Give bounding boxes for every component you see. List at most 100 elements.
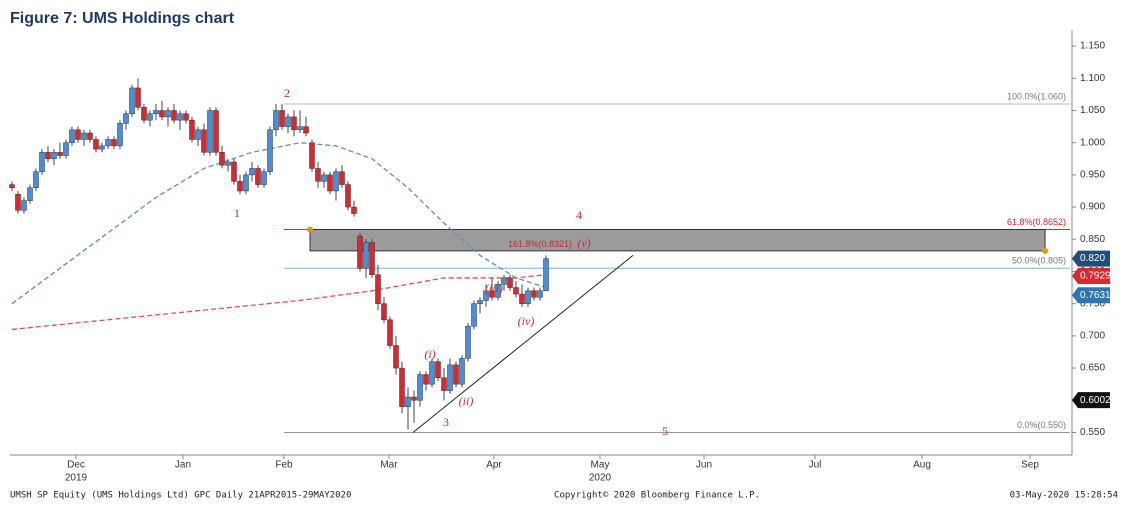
chart-title: Figure 7: UMS Holdings chart	[10, 10, 235, 27]
candle-body	[429, 361, 435, 385]
candle-body	[291, 116, 297, 131]
candle-body	[117, 123, 123, 147]
y-tick-label: 0.900	[1080, 202, 1105, 213]
price-tag	[1072, 250, 1110, 267]
x-tick-label: Jan	[175, 460, 191, 471]
candle-body	[387, 319, 393, 346]
candle-body	[27, 187, 33, 201]
candle-body	[231, 161, 237, 182]
zone-handle	[1042, 247, 1049, 254]
fib-label: 50.0%(0.805)	[1012, 256, 1066, 266]
price-tag-label: 0.7929	[1080, 271, 1111, 282]
wave-label: (ii)	[459, 394, 474, 408]
candle-body	[303, 126, 309, 134]
x-tick-label: Feb	[275, 460, 293, 471]
candle-body	[39, 152, 45, 172]
y-tick-label: 0.700	[1080, 331, 1105, 342]
candle-body	[351, 206, 357, 214]
candle-body	[243, 174, 249, 192]
candle-body	[213, 110, 219, 153]
candle-body	[411, 396, 417, 401]
candle-body	[81, 132, 87, 140]
fib-label: 61.8%(0.8652)	[1007, 217, 1066, 227]
y-tick-label: 1.050	[1080, 105, 1105, 116]
candle-body	[87, 132, 93, 140]
price-tag	[1072, 392, 1110, 409]
wave-label: (i)	[424, 347, 435, 361]
candle-body	[123, 113, 129, 124]
candle-body	[75, 129, 81, 140]
candle-body	[357, 235, 363, 269]
candle-body	[459, 358, 465, 385]
candle-body	[507, 277, 513, 288]
wave-label: 2	[284, 86, 290, 100]
y-tick-label: 1.000	[1080, 137, 1105, 148]
candle-body	[183, 113, 189, 121]
year-label: 2019	[65, 473, 88, 484]
candle-body	[477, 300, 483, 304]
x-tick-label: Jul	[809, 460, 822, 471]
x-tick-label: Aug	[913, 460, 931, 471]
candle-body	[465, 325, 471, 359]
wave-label: 4	[576, 208, 582, 222]
price-tag-label: 0.6002	[1080, 395, 1111, 406]
wave-label: (iii)	[485, 281, 503, 295]
wave-label: 1	[234, 206, 240, 220]
candle-body	[381, 303, 387, 321]
candle-body	[111, 139, 117, 147]
candle-body	[345, 184, 351, 208]
y-tick-label: 0.650	[1080, 363, 1105, 374]
candle-body	[147, 113, 153, 121]
candle-body	[447, 364, 453, 391]
candle-body	[393, 345, 399, 369]
candle-body	[489, 290, 495, 298]
candle-body	[45, 152, 51, 160]
zone-handle	[307, 226, 314, 233]
candle-body	[171, 110, 177, 121]
candle-body	[519, 293, 525, 304]
year-label: 2020	[589, 473, 612, 484]
candle-body	[165, 110, 171, 118]
candle-body	[297, 126, 303, 131]
candle-body	[261, 171, 267, 185]
candle-body	[327, 174, 333, 192]
candle-body	[207, 110, 213, 153]
x-tick-label: May	[591, 460, 610, 471]
y-tick-label: 0.850	[1080, 234, 1105, 245]
candle-body	[195, 129, 201, 140]
candle-body	[375, 274, 381, 304]
wave-label: (v)	[577, 236, 590, 250]
candle-body	[177, 113, 183, 121]
candle-body	[525, 290, 531, 304]
candle-body	[141, 107, 147, 121]
candle-body	[501, 277, 507, 285]
x-tick-label: Apr	[486, 460, 502, 471]
footer-copyright: Copyright© 2020 Bloomberg Finance L.P.	[554, 491, 760, 501]
candle-body	[405, 396, 411, 407]
candle-body	[537, 290, 543, 298]
fib-label: 100.0%(1.060)	[1007, 91, 1066, 101]
x-tick-label: Sep	[1021, 460, 1039, 471]
candle-body	[93, 139, 99, 150]
candle-body	[225, 161, 231, 166]
candle-body	[219, 152, 225, 166]
x-tick-label: Mar	[380, 460, 398, 471]
footer-source: UMSH SP Equity (UMS Holdings Ltd) GPC Da…	[10, 491, 351, 501]
candle-body	[63, 142, 69, 156]
candle-body	[399, 367, 405, 407]
candle-body	[15, 193, 21, 211]
resistance-zone	[309, 228, 1046, 252]
y-tick-label: 0.750	[1080, 298, 1105, 309]
candle-body	[21, 200, 27, 211]
fib-label: 0.0%(0.550)	[1017, 420, 1066, 430]
candle-body	[531, 290, 537, 298]
moving-average	[11, 274, 547, 331]
candle-body	[483, 290, 489, 301]
candle-body	[69, 129, 75, 143]
candle-body	[273, 110, 279, 131]
trendline	[412, 254, 634, 433]
candle-body	[285, 116, 291, 127]
candle-body	[333, 171, 339, 192]
y-tick-label: 1.150	[1080, 41, 1105, 52]
candle-body	[441, 377, 447, 391]
